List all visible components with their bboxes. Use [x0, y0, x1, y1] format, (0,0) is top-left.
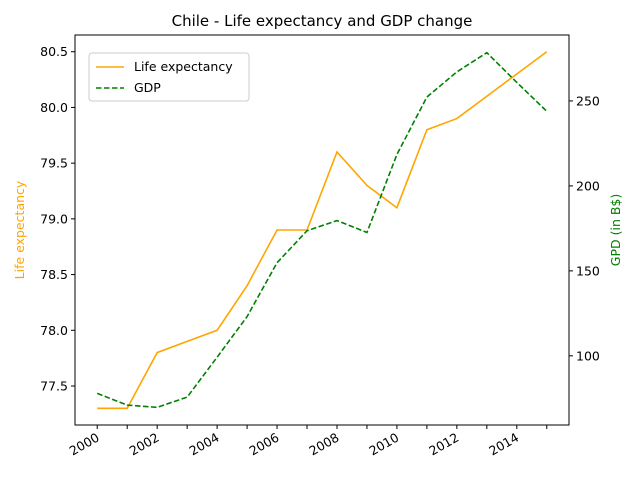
x-tick-label: 2000	[67, 430, 102, 459]
y-left-tick-label: 80.0	[40, 100, 68, 115]
x-tick-label: 2014	[486, 430, 521, 459]
y-left-tick-label: 79.0	[40, 211, 68, 226]
x-tick-label: 2012	[426, 430, 461, 459]
plot-frame	[74, 34, 570, 426]
legend: Life expectancy GDP	[88, 52, 250, 102]
y-axis-left: 77.5 78.0 78.5 79.0 79.5 80.0 80.5	[40, 44, 75, 394]
plot-area	[74, 34, 570, 426]
y-right-tick-label: 250	[576, 93, 600, 108]
x-tick-label: 2002	[127, 430, 162, 459]
legend-box	[88, 52, 250, 102]
series-line-gdp	[96, 51, 548, 409]
chart-title: Chile - Life expectancy and GDP change	[172, 12, 473, 30]
y-right-tick-label: 200	[576, 178, 600, 193]
legend-label-gdp: GDP	[134, 80, 161, 95]
y-left-tick-label: 78.5	[40, 267, 68, 282]
series-line-life-expectancy	[97, 51, 548, 410]
series-layer	[96, 51, 548, 410]
y-axis-right-label: GPD (in B$)	[608, 194, 623, 266]
y-right-tick-label: 150	[576, 263, 600, 278]
y-left-tick-label: 80.5	[40, 44, 68, 59]
y-axis-right: 100 150 200 250	[569, 93, 600, 363]
x-tick-label: 2004	[187, 430, 222, 459]
x-tick-label: 2008	[306, 430, 341, 459]
x-tick-label: 2010	[366, 430, 401, 459]
y-left-tick-label: 78.0	[40, 323, 68, 338]
y-left-tick-label: 79.5	[40, 156, 68, 171]
y-axis-left-label: Life expectancy	[12, 180, 27, 279]
y-left-tick-label: 77.5	[40, 379, 68, 394]
legend-label-life-expectancy: Life expectancy	[134, 59, 233, 74]
y-right-tick-label: 100	[576, 348, 600, 363]
x-axis: 2000 2002 2004 2006 2008 2010 2012 2014	[67, 425, 548, 459]
x-tick-label: 2006	[246, 430, 281, 459]
